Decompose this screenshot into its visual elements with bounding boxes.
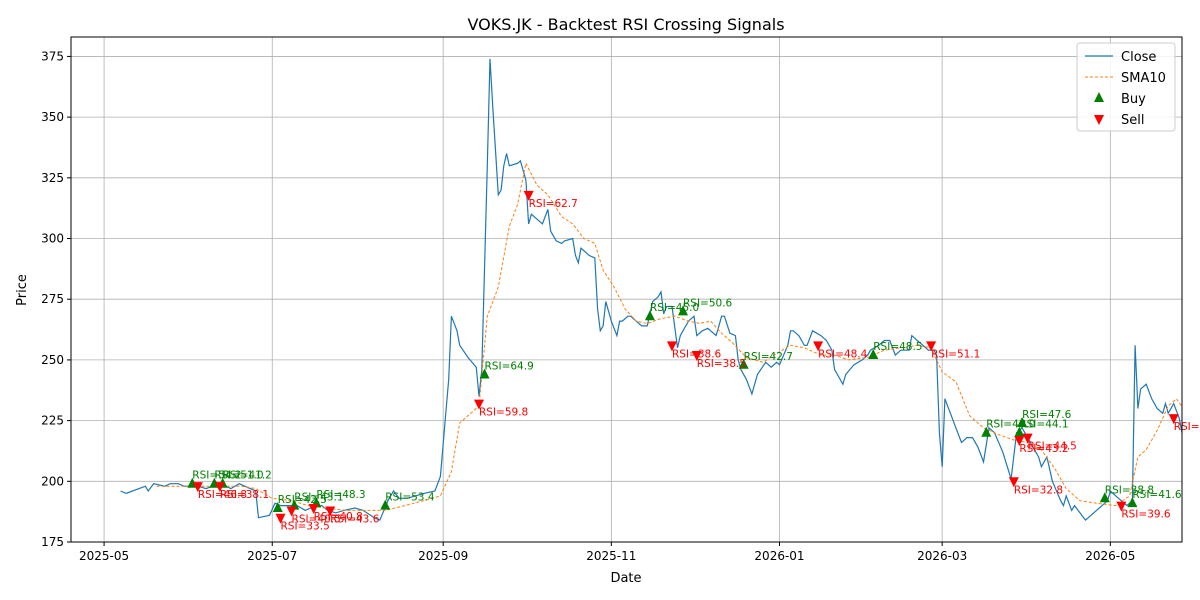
legend-label: Close <box>1121 50 1156 65</box>
y-tick-label: 250 <box>41 353 64 367</box>
sell-marker <box>214 482 225 493</box>
x-axis-label: Date <box>610 571 641 586</box>
buy-marker <box>1099 492 1110 503</box>
buy-label: RSI=50.6 <box>683 297 733 309</box>
buy-label: RSI=64.9 <box>485 360 534 372</box>
x-tick-label: 2025-09 <box>418 549 468 563</box>
buy-label: RSI=44.1 <box>1019 419 1068 431</box>
buy-label: RSI=53.4 <box>385 492 435 504</box>
sell-marker <box>275 513 286 524</box>
y-tick-label: 300 <box>41 232 64 246</box>
sell-marker <box>308 504 319 515</box>
y-tick-label: 375 <box>41 49 64 63</box>
y-axis: 175 200 225 250 275 300 325 350 375 <box>41 49 71 549</box>
x-tick-label: 2026-05 <box>1085 549 1135 563</box>
y-tick-label: 200 <box>41 474 64 488</box>
sell-label: RSI=38.5 <box>697 358 746 370</box>
buy-marker <box>1127 497 1138 508</box>
sell-label: RSI=62.7 <box>529 198 578 210</box>
sell-label: RSI=43.2 <box>1019 443 1068 455</box>
x-tick-label: 2026-03 <box>917 549 967 563</box>
sell-label: RSI=38.1 <box>220 489 269 501</box>
sell-marker <box>666 341 677 352</box>
sell-marker <box>813 341 824 352</box>
buy-label: RSI=41.2 <box>223 470 272 482</box>
buy-marker <box>272 502 283 513</box>
buy-marker <box>479 368 490 379</box>
x-tick-label: 2026-01 <box>754 549 804 563</box>
buy-marker <box>738 358 749 369</box>
plot-area: RSI=54.2RSI=51.0RSI=41.2RSI=42.5RSI=43.1… <box>120 58 1200 533</box>
sell-marker <box>691 351 702 362</box>
sell-label: RSI=32.8 <box>1014 484 1063 496</box>
y-tick-label: 325 <box>41 171 64 185</box>
grid <box>71 37 1182 543</box>
x-tick-label: 2025-07 <box>247 549 297 563</box>
buy-label: RSI=47.6 <box>1022 409 1072 421</box>
buy-label: RSI=54.2 <box>192 470 241 482</box>
sell-label: RSI=59.8 <box>479 407 528 419</box>
legend-buy-swatch <box>1094 92 1104 102</box>
sell-marker <box>1014 436 1025 447</box>
buy-label: RSI=48.3 <box>316 489 365 501</box>
sell-marker <box>325 506 336 517</box>
sell-marker <box>1022 433 1033 444</box>
y-axis-label: Price <box>15 274 30 306</box>
buy-label: RSI=38.8 <box>1105 484 1154 496</box>
buy-label: RSI=43.1 <box>294 492 343 504</box>
sell-marker <box>1116 501 1127 512</box>
sell-label: RSI=44.5 <box>1028 441 1077 453</box>
sell-marker <box>1008 477 1019 488</box>
plot-frame <box>70 36 1183 543</box>
buy-marker <box>644 310 655 321</box>
buy-label: RSI=45.0 <box>650 302 699 314</box>
buy-marker <box>380 499 391 510</box>
legend-label: Sell <box>1121 113 1144 128</box>
sell-label: RSI=46.8 <box>198 489 247 501</box>
sell-marker <box>523 190 534 201</box>
sell-label: RSI=51.1 <box>931 348 980 360</box>
sell-label: RSI=40.5 <box>292 513 341 525</box>
sell-label: RSI=48.4 <box>818 348 868 360</box>
y-tick-label: 175 <box>41 535 64 549</box>
y-tick-label: 225 <box>41 414 64 428</box>
buy-marker <box>981 426 992 437</box>
sell-marker <box>1168 414 1179 425</box>
sell-label: RSI=39.6 <box>1121 509 1171 521</box>
buy-label: RSI=51.0 <box>214 470 263 482</box>
chart-title: VOKS.JK - Backtest RSI Crossing Signals <box>467 15 784 34</box>
sell-marker <box>286 506 297 517</box>
x-tick-label: 2025-11 <box>586 549 636 563</box>
sell-label: RSI=54.6 <box>1174 421 1200 433</box>
legend: Close SMA10 Buy Sell <box>1076 42 1176 132</box>
x-axis: 2025-05 2025-07 2025-09 2025-11 2026-01 2026-… <box>79 542 1135 563</box>
sell-label: RSI=33.5 <box>281 521 330 533</box>
sell-marker <box>474 399 485 410</box>
legend-label: SMA10 <box>1121 71 1166 86</box>
buy-label: RSI=42.7 <box>744 351 793 363</box>
buy-label: RSI=48.5 <box>873 341 922 353</box>
sell-label: RSI=43.6 <box>330 513 380 525</box>
x-tick-label: 2025-05 <box>79 549 129 563</box>
sell-label: RSI=40.8 <box>314 511 363 523</box>
legend-box <box>1076 42 1176 132</box>
legend-label: Buy <box>1121 92 1146 107</box>
y-tick-label: 350 <box>41 110 64 124</box>
buy-label: RSI=41.6 <box>1132 489 1182 501</box>
sma10-line <box>156 161 1182 511</box>
y-tick-label: 275 <box>41 292 64 306</box>
buy-marker <box>1017 417 1028 428</box>
sell-marker <box>926 341 937 352</box>
buy-marker <box>1014 426 1025 437</box>
legend-sell-swatch <box>1094 115 1104 125</box>
buy-marker <box>678 305 689 316</box>
buy-marker <box>868 349 879 360</box>
close-line <box>120 58 1182 521</box>
sell-marker <box>192 482 203 493</box>
